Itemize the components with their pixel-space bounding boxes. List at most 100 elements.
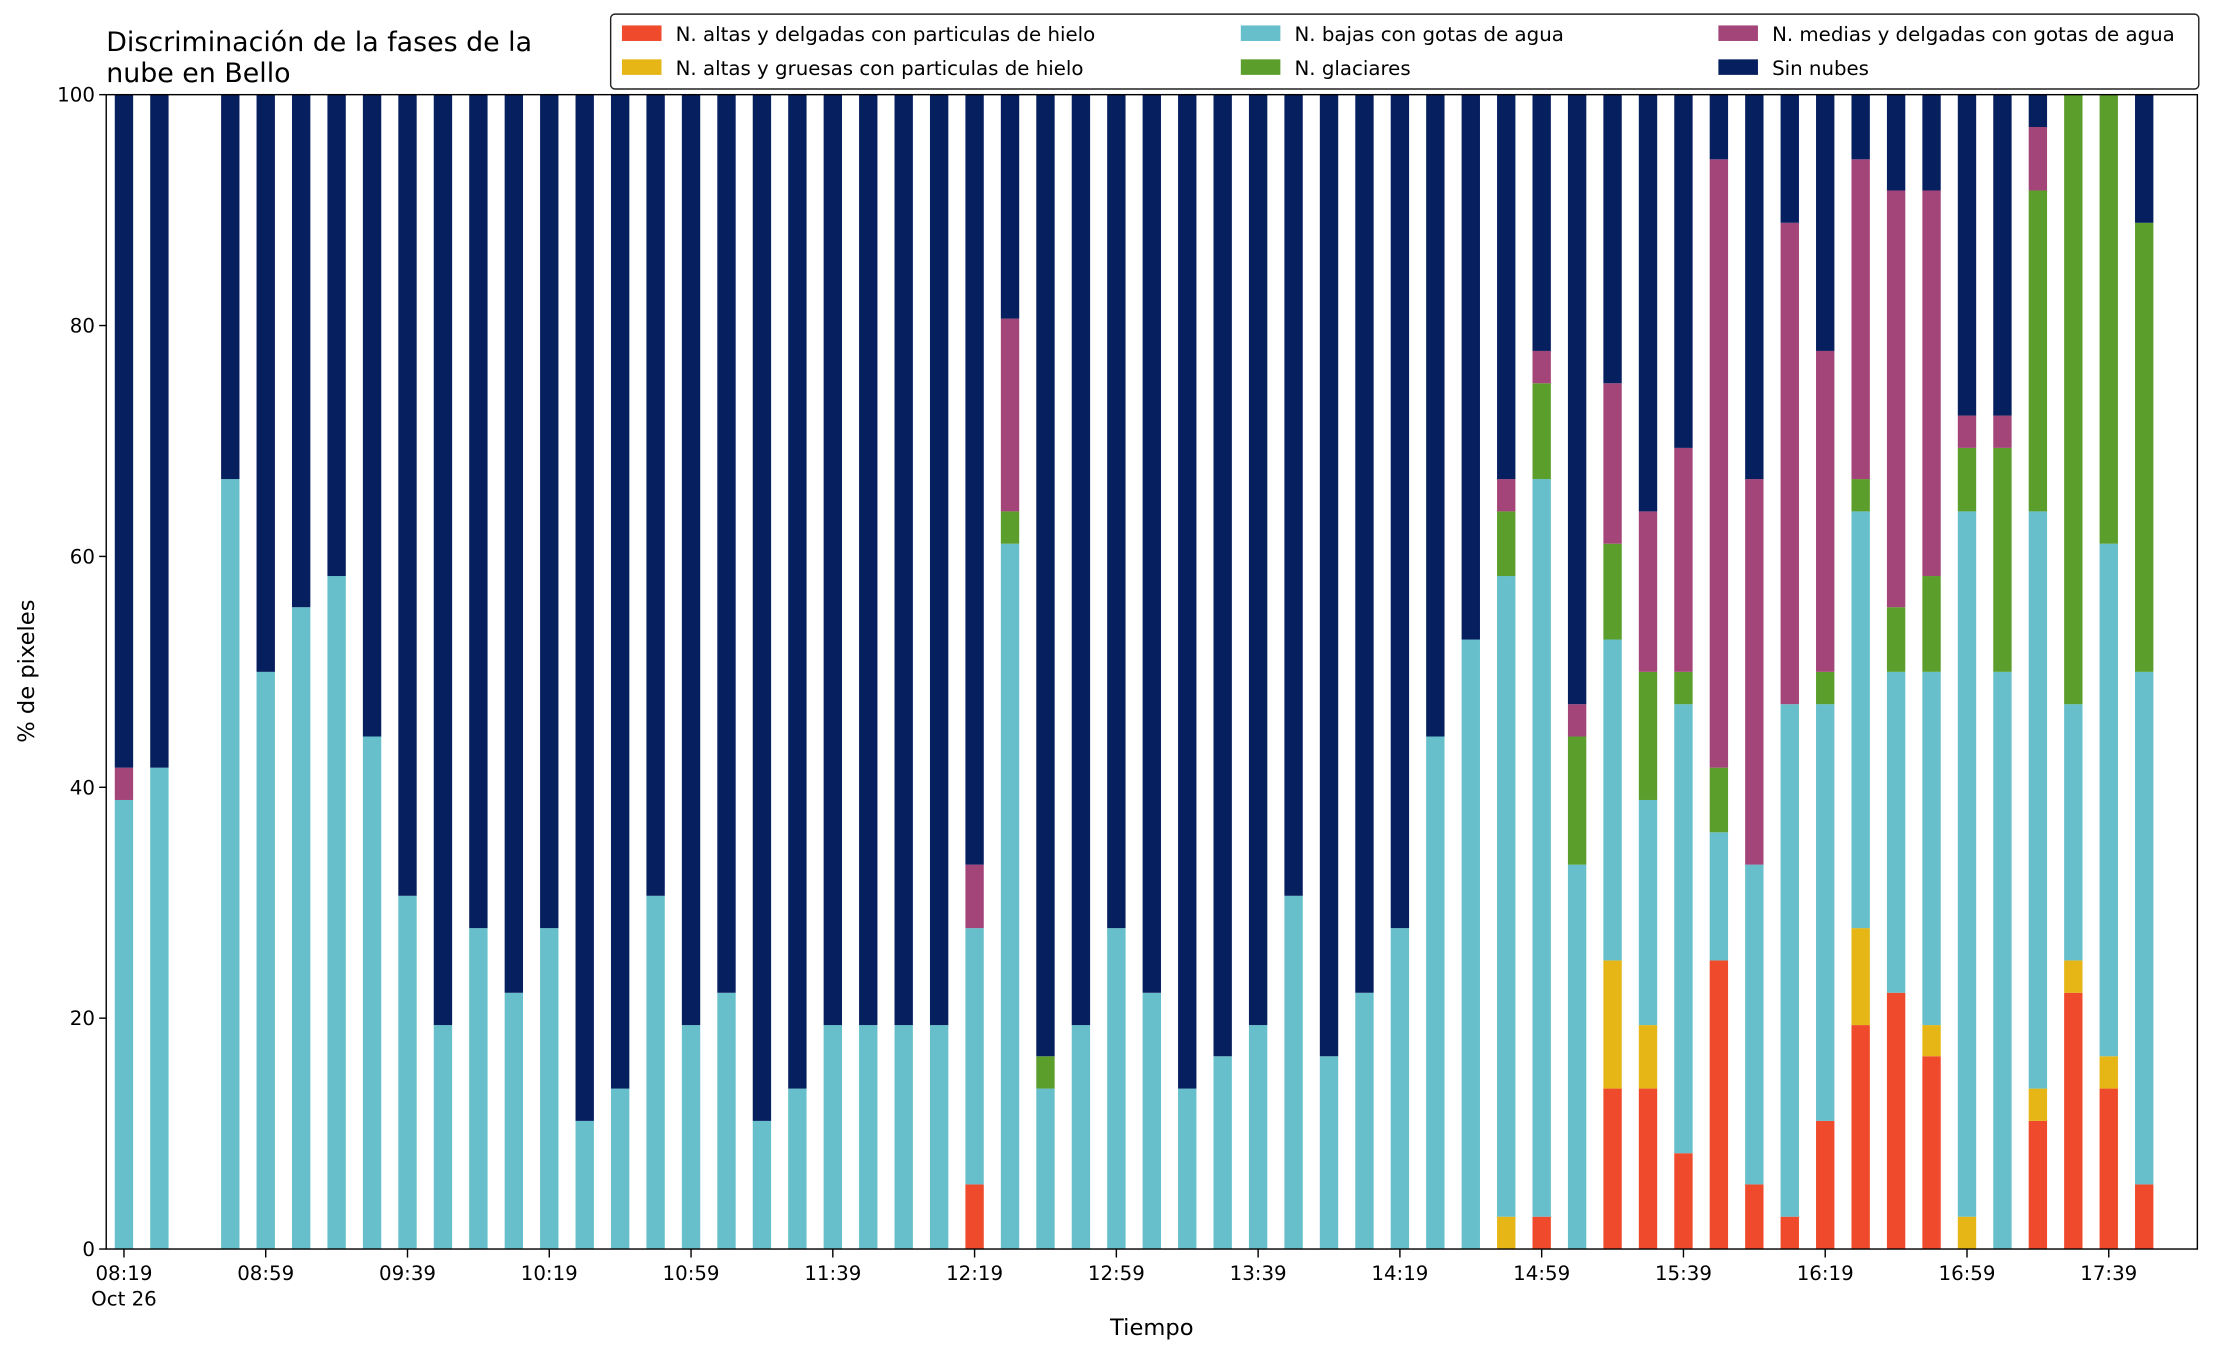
bar-segment xyxy=(540,94,559,929)
x-tick-label: 12:19 xyxy=(946,1262,1003,1285)
bar-segment xyxy=(1851,479,1870,512)
bar-segment xyxy=(1638,94,1658,512)
y-tick-label: 60 xyxy=(70,545,95,568)
bar-segment xyxy=(291,94,311,608)
bar-segment xyxy=(1993,671,2012,1250)
bar-segment xyxy=(1709,832,1729,961)
bar-segment xyxy=(469,928,488,1250)
bar-segment xyxy=(1036,1056,1055,1089)
bar-segment xyxy=(1886,671,1906,993)
bar-segment xyxy=(1107,94,1126,929)
bar-segment xyxy=(965,864,984,929)
bar-segment xyxy=(504,992,524,1250)
bar-segment xyxy=(1922,94,1941,191)
bar-segment xyxy=(150,94,169,768)
y-tick-label: 40 xyxy=(70,776,95,799)
bar-segment xyxy=(1745,479,1764,865)
x-tick-label: 16:19 xyxy=(1797,1262,1854,1285)
bar-segment xyxy=(2028,126,2048,191)
bar-segment xyxy=(398,895,417,1250)
bar-segment xyxy=(1851,159,1870,480)
bar-segment xyxy=(965,94,984,865)
bar-segment xyxy=(1603,1088,1622,1250)
bar-segment xyxy=(1886,190,1906,608)
bar-segment xyxy=(1709,960,1729,1250)
bar-segment xyxy=(1319,94,1339,1057)
bar-segment xyxy=(540,928,559,1250)
bar-segment xyxy=(291,607,311,1250)
bar-segment xyxy=(1957,1216,1977,1250)
bar-segment xyxy=(221,479,240,1250)
bar-segment xyxy=(1886,607,1906,672)
bar-segment xyxy=(469,94,488,929)
bar-segment xyxy=(1532,350,1551,384)
bar-segment xyxy=(1709,767,1729,833)
bar-segment xyxy=(256,94,275,672)
bar-segment xyxy=(1709,159,1729,768)
bar-segment xyxy=(1603,383,1622,544)
bar-segment xyxy=(114,799,134,1250)
bar-segment xyxy=(1851,94,1870,160)
legend-label: N. medias y delgadas con gotas de agua xyxy=(1772,23,2175,46)
bar-segment xyxy=(1674,447,1693,672)
bar-segment xyxy=(1957,511,1977,1217)
bar-segment xyxy=(221,94,240,480)
bar-segment xyxy=(1071,1025,1091,1250)
bar-segment xyxy=(894,1025,913,1250)
bar-segment xyxy=(1922,576,1941,672)
chart-title: nube en Bello xyxy=(106,58,290,89)
bar-segment xyxy=(1178,1088,1197,1250)
x-tick-label: 13:39 xyxy=(1230,1262,1287,1285)
bar-segment xyxy=(1532,94,1551,351)
bar-segment xyxy=(1674,704,1693,1154)
bar-segment xyxy=(2135,1184,2154,1250)
bar-segment xyxy=(114,767,134,800)
bar-segment xyxy=(1674,671,1693,705)
bar-segment xyxy=(2135,222,2154,672)
legend-swatch xyxy=(1718,25,1758,41)
bar-segment xyxy=(965,928,984,1185)
legend-label: N. glaciares xyxy=(1295,57,1411,80)
y-tick-label: 20 xyxy=(70,1007,95,1030)
bar-segment xyxy=(2135,671,2154,1185)
x-tick-label: 10:19 xyxy=(521,1262,578,1285)
x-tick-label: 14:19 xyxy=(1371,1262,1428,1285)
bar-segment xyxy=(752,1120,772,1250)
bar-segment xyxy=(362,94,382,737)
bar-segment xyxy=(1922,190,1941,577)
bar-segment xyxy=(823,94,842,1026)
legend-swatch xyxy=(1240,25,1281,41)
bar-segment xyxy=(1603,960,1622,1089)
bar-segment xyxy=(929,1025,949,1250)
bar-segment xyxy=(1745,1184,1764,1250)
legend-label: N. bajas con gotas de agua xyxy=(1295,23,1564,46)
bar-segment xyxy=(1957,447,1977,512)
bar-segment xyxy=(752,94,772,1121)
bar-segment xyxy=(646,895,665,1250)
bar-segment xyxy=(1638,671,1658,800)
bar-segment xyxy=(1142,992,1161,1250)
bar-segment xyxy=(327,94,346,577)
bar-segment xyxy=(1355,94,1374,993)
bar-segment xyxy=(717,992,736,1250)
bar-segment xyxy=(1816,704,1835,1121)
legend-label: Sin nubes xyxy=(1772,57,1869,80)
bar-segment xyxy=(823,1025,842,1250)
bar-segment xyxy=(1780,222,1799,705)
bar-segment xyxy=(1461,94,1480,640)
bar-segment xyxy=(2028,1088,2048,1121)
bar-segment xyxy=(1036,1088,1055,1250)
bar-segment xyxy=(1816,1120,1835,1250)
bar-segment xyxy=(1780,94,1799,223)
bar-segment xyxy=(1497,479,1516,512)
bar-segment xyxy=(1567,94,1587,705)
y-tick-label: 80 xyxy=(70,315,95,338)
bar-segment xyxy=(1816,94,1835,351)
bar-segment xyxy=(859,94,878,1026)
bar-segment xyxy=(646,94,665,896)
bar-segment xyxy=(2099,543,2118,1057)
bar-segment xyxy=(575,1120,594,1250)
bar-segment xyxy=(1497,1216,1516,1250)
bar-segment xyxy=(327,576,346,1250)
bar-segment xyxy=(1497,511,1516,577)
